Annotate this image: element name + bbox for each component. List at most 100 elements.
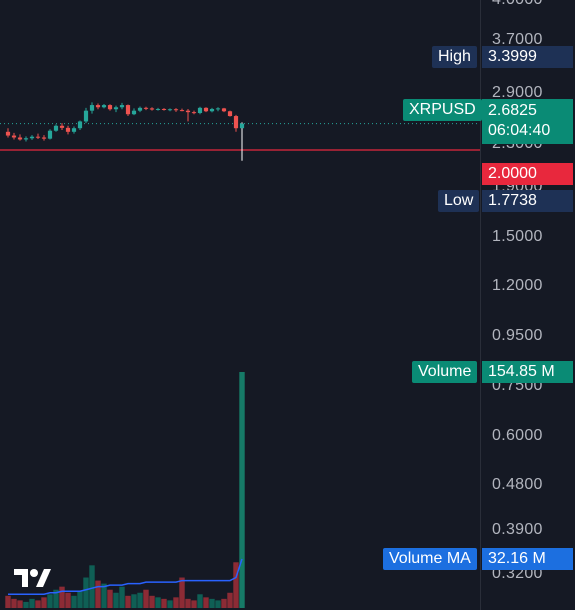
candle-body (179, 110, 185, 112)
volume-bar (149, 595, 155, 608)
candle-body (155, 108, 161, 110)
candles-layer (5, 102, 245, 161)
candle-body (167, 109, 173, 111)
candle (65, 125, 71, 135)
volume-bar (89, 565, 95, 608)
candle-body (161, 108, 167, 110)
price-axis-border (480, 0, 481, 610)
candle (131, 108, 137, 116)
candle (137, 106, 143, 113)
price-tick: 2.9000 (492, 84, 543, 101)
volume-bar (185, 598, 191, 608)
volume-ma-line (8, 558, 243, 596)
candle (179, 108, 185, 112)
volume-bar (233, 562, 239, 608)
candle-body (71, 128, 77, 132)
candle (11, 132, 17, 140)
volume-bar (131, 594, 137, 608)
candle-body (53, 125, 59, 131)
candle-body (191, 112, 197, 114)
volume-bar (83, 577, 89, 608)
volume-bar (11, 598, 17, 608)
candle (71, 126, 77, 134)
candle (143, 106, 149, 111)
candle (35, 133, 41, 140)
volume-bar (77, 591, 83, 608)
bar-countdown: 06:04:40 (488, 122, 551, 139)
candle (239, 122, 245, 161)
candle (77, 120, 83, 130)
candle (47, 129, 53, 140)
candle (155, 107, 161, 111)
volume-bar (239, 372, 245, 608)
candle-body (119, 105, 125, 108)
volume-bar (53, 589, 59, 608)
candle (173, 108, 179, 112)
candle (209, 107, 215, 113)
candle-body (29, 136, 35, 139)
low-label: Low (438, 190, 480, 212)
candle (221, 107, 227, 113)
candle-body (89, 105, 95, 111)
candle (149, 107, 155, 111)
volume-value: 154.85 M (482, 361, 573, 383)
candle (29, 135, 35, 140)
candle-body (59, 125, 65, 128)
volume-bar (17, 600, 23, 608)
volume-bar (155, 597, 161, 608)
volume-bar (173, 597, 179, 608)
volume-bar (137, 592, 143, 608)
candle (41, 135, 47, 141)
volume-ma-label: Volume MA (383, 548, 477, 570)
candle-body (215, 108, 221, 110)
candle (161, 108, 167, 111)
volume-bar (191, 600, 197, 608)
volume-bar (167, 600, 173, 608)
candle-body (203, 107, 209, 112)
candle (83, 107, 89, 124)
price-tick: 1.2000 (492, 277, 543, 294)
tradingview-logo-icon[interactable] (14, 567, 58, 594)
volume-bar (71, 595, 77, 608)
price-chart[interactable] (0, 0, 480, 610)
volume-bar (41, 597, 47, 608)
volume-bar (101, 583, 107, 608)
candle (101, 103, 107, 109)
volume-bar (47, 594, 53, 608)
candle (89, 102, 95, 114)
volume-bar (221, 598, 227, 608)
volume-label: Volume (412, 361, 478, 383)
volume-bar (125, 595, 131, 608)
volume-bar (215, 600, 221, 608)
candle-body (17, 137, 23, 140)
high-label: High (432, 46, 477, 68)
symbol-label: XRPUSD (403, 99, 482, 121)
high-value: 3.3999 (482, 46, 573, 68)
volume-bar (227, 592, 233, 608)
volume-bar (65, 592, 71, 608)
price-tick: 0.4800 (492, 476, 543, 493)
candle-body (125, 105, 131, 115)
candle-body (185, 110, 191, 113)
price-tick: 4.0000 (492, 0, 543, 9)
volume-bar (179, 577, 185, 608)
candle (53, 124, 59, 132)
candle (113, 105, 119, 113)
candle-body (77, 121, 83, 129)
candle-body (113, 107, 119, 110)
alert-price-tag[interactable]: 2.0000 (482, 163, 573, 185)
volume-bar (119, 586, 125, 608)
candle-body (137, 107, 143, 111)
candle (95, 103, 101, 110)
volume-bar (209, 598, 215, 608)
candle-body (107, 105, 113, 110)
candle (5, 128, 11, 138)
candle (233, 114, 239, 132)
candle-body (227, 111, 233, 117)
candle-body (173, 109, 179, 111)
candle-body (11, 135, 17, 138)
candle (59, 123, 65, 130)
candle-body (239, 123, 245, 129)
price-tick: 0.3900 (492, 521, 543, 538)
candle-body (83, 110, 89, 122)
